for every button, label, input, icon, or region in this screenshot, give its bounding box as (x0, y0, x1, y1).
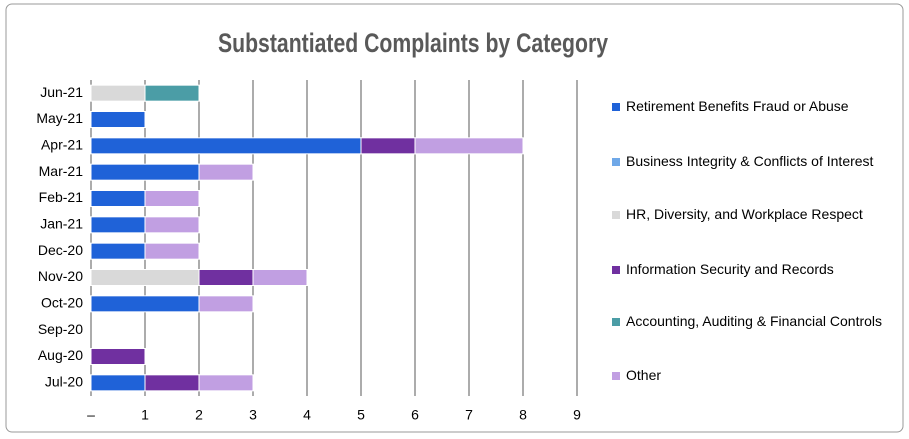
bar-segment (90, 163, 200, 181)
legend-label: Other (626, 367, 662, 383)
x-tick-label: 1 (141, 407, 149, 423)
bar-segment (198, 163, 254, 181)
bar-segment (252, 269, 308, 286)
bar-segment (144, 190, 200, 207)
legend-item: Business Integrity & Conflicts of Intere… (612, 152, 904, 171)
bar-segment (144, 242, 200, 260)
x-tick-label: 4 (303, 407, 311, 423)
bar-segment (360, 137, 416, 155)
legend-swatch (612, 211, 620, 219)
legend-swatch (612, 158, 620, 166)
y-tick-label: May-21 (36, 110, 83, 126)
y-tick-label: Jun-21 (40, 84, 83, 100)
y-tick-label: Apr-21 (41, 137, 83, 153)
legend-swatch (612, 372, 620, 380)
bar-segment (90, 84, 146, 102)
legend-swatch (612, 318, 620, 326)
x-tick-label: 5 (357, 407, 365, 423)
chart-border (5, 3, 904, 433)
bar-segment (90, 242, 146, 260)
bar-segment (198, 295, 254, 313)
legend-item: Retirement Benefits Fraud or Abuse (612, 97, 904, 116)
bar-segment (90, 137, 362, 155)
x-tick-label: 8 (519, 407, 527, 423)
bar-segment (90, 269, 200, 286)
bar-segment (144, 84, 200, 102)
x-tick-label: – (87, 407, 95, 423)
legend-item: Other (612, 366, 904, 385)
y-tick-label: Jul-20 (45, 374, 83, 390)
y-tick-label: Dec-20 (38, 242, 83, 258)
chart-title: Substantiated Complaints by Category (218, 28, 608, 58)
bar-segment (90, 190, 146, 207)
x-tick-label: 9 (573, 407, 581, 423)
legend-item: Information Security and Records (612, 260, 904, 279)
y-tick-label: Jan-21 (40, 216, 83, 232)
legend-swatch (612, 103, 620, 111)
y-tick-label: Oct-20 (41, 295, 83, 311)
legend-label: Information Security and Records (626, 261, 834, 277)
bar-segment (90, 111, 146, 128)
y-tick-label: Nov-20 (38, 268, 83, 284)
legend-label: HR, Diversity, and Workplace Respect (626, 206, 863, 222)
legend-item: Accounting, Auditing & Financial Control… (612, 312, 904, 331)
x-tick-label: 7 (465, 407, 473, 423)
bar-segment (198, 374, 254, 392)
y-tick-label: Aug-20 (38, 347, 83, 363)
y-tick-label: Feb-21 (39, 189, 84, 205)
bar-segment (144, 374, 200, 392)
bar-segment (414, 137, 524, 155)
x-tick-label: 2 (195, 407, 203, 423)
y-tick-label: Sep-20 (38, 321, 83, 337)
bar-segment (198, 269, 254, 286)
x-tick-label: 3 (249, 407, 257, 423)
legend-label: Business Integrity & Conflicts of Intere… (626, 153, 874, 169)
legend-label: Accounting, Auditing & Financial Control… (626, 313, 883, 329)
x-tick-label: 6 (411, 407, 419, 423)
legend-swatch (612, 266, 620, 274)
bar-segment (144, 216, 200, 234)
bar-segment (90, 348, 146, 365)
legend-item: HR, Diversity, and Workplace Respect (612, 205, 904, 224)
bar-segment (90, 216, 146, 234)
bar-segment (90, 295, 200, 313)
y-tick-label: Mar-21 (39, 163, 84, 179)
bar-segment (90, 374, 146, 392)
legend-label: Retirement Benefits Fraud or Abuse (626, 98, 849, 114)
